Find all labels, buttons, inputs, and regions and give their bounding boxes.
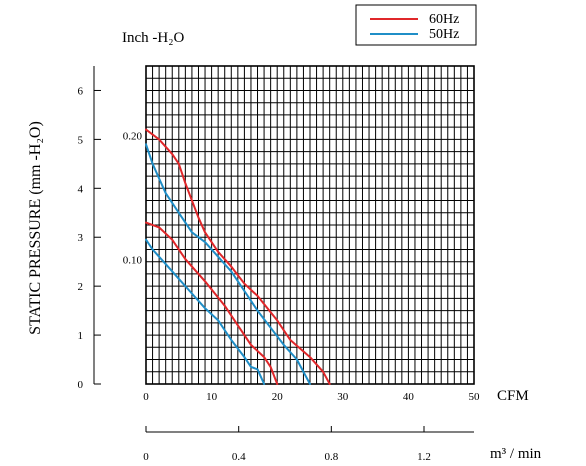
x-axis-unit-cfm: CFM (497, 388, 529, 404)
legend-box (355, 4, 477, 46)
y-tick-label: 0 (78, 379, 84, 391)
x-tick-label: 0 (143, 391, 149, 403)
y-axis-title: STATIC PRESSURE (mm -H₂O) (27, 121, 44, 335)
x-tick-label: 40 (403, 391, 415, 403)
y-tick-label: 1 (78, 330, 84, 342)
series-line-60hz (145, 221, 279, 385)
inch-tick-label: 0.10 (123, 255, 143, 267)
x-tick-label: 20 (272, 391, 284, 403)
chart-grid (145, 65, 475, 385)
y-tick-label: 4 (78, 183, 84, 195)
inch-axis-title: Inch -H₂O (122, 30, 184, 46)
m3-tick-label: 0.4 (232, 451, 246, 463)
m3-tick-label: 1.2 (417, 451, 431, 463)
m3-tick-label: 0.8 (324, 451, 338, 463)
inch-tick-label: 0.20 (123, 130, 143, 142)
x-tick-label: 10 (206, 391, 218, 403)
y-tick-label: 6 (78, 85, 84, 97)
x-tick-label: 30 (337, 391, 349, 403)
series-line-50hz (145, 238, 266, 385)
series-line-60hz (145, 128, 331, 385)
y-tick-label: 2 (78, 281, 84, 293)
series-line-50hz (145, 143, 311, 385)
y-tick-label: 3 (78, 232, 84, 244)
series-lines (145, 128, 331, 385)
y-tick-label: 5 (78, 134, 84, 146)
x-axis-unit-m3: m³ / min (490, 446, 542, 462)
legend-label-50hz: 50Hz (429, 27, 459, 42)
axes: 0 1 2 3 4 5 6 STATIC PRESSURE (mm -H₂O) 0.10 0.20… (27, 30, 542, 463)
legend-label-60hz: 60Hz (429, 12, 459, 27)
x-tick-label: 50 (469, 391, 481, 403)
m3-tick-label: 0 (143, 451, 149, 463)
